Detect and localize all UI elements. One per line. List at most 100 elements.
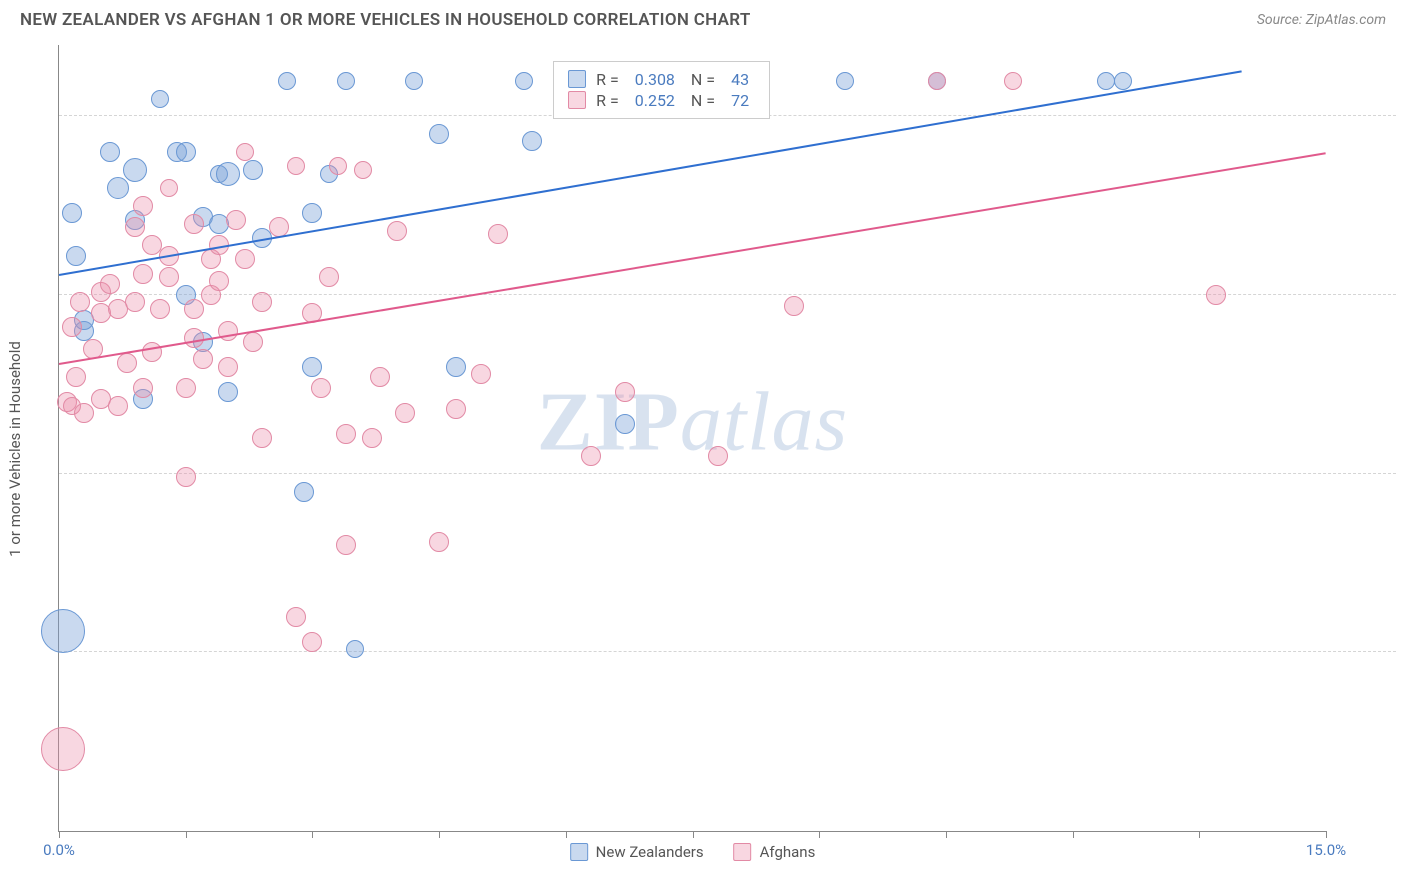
stat-n-value: 72 <box>731 91 749 110</box>
data-point <box>216 162 240 186</box>
chart-container: 1 or more Vehicles in Household ZIPatlas… <box>20 45 1396 852</box>
data-point <box>337 72 355 90</box>
legend: New Zealanders Afghans <box>570 843 816 861</box>
data-point <box>226 210 246 230</box>
legend-swatch <box>568 70 586 88</box>
data-point <box>1097 72 1115 90</box>
data-point <box>133 378 153 398</box>
data-point <box>615 382 635 402</box>
legend-item: Afghans <box>734 843 816 861</box>
data-point <box>708 446 728 466</box>
data-point <box>471 364 491 384</box>
data-point <box>387 221 407 241</box>
data-point <box>286 607 306 627</box>
legend-swatch <box>734 843 752 861</box>
data-point <box>243 332 263 352</box>
data-point <box>488 224 508 244</box>
x-tick <box>59 831 60 838</box>
data-point <box>522 131 542 151</box>
data-point <box>429 532 449 552</box>
data-point <box>62 203 82 223</box>
legend-swatch <box>568 91 586 109</box>
x-tick <box>312 831 313 838</box>
data-point <box>176 378 196 398</box>
stat-n-value: 43 <box>731 70 749 89</box>
stat-r-label: R = <box>596 70 619 89</box>
data-point <box>150 299 170 319</box>
data-point <box>252 292 272 312</box>
data-point <box>311 378 331 398</box>
data-point <box>133 196 153 216</box>
data-point <box>446 399 466 419</box>
data-point <box>193 349 213 369</box>
x-tick <box>566 831 567 838</box>
data-point <box>66 367 86 387</box>
data-point <box>287 157 305 175</box>
stat-r-label: R = <box>596 91 619 110</box>
gridline <box>59 473 1396 474</box>
stat-r-value: 0.252 <box>635 91 675 110</box>
data-point <box>100 274 120 294</box>
data-point <box>74 403 94 423</box>
data-point <box>515 72 533 90</box>
data-point <box>160 179 178 197</box>
chart-title: NEW ZEALANDER VS AFGHAN 1 OR MORE VEHICL… <box>20 10 751 30</box>
data-point <box>336 535 356 555</box>
data-point <box>928 72 946 90</box>
data-point <box>302 203 322 223</box>
legend-label: Afghans <box>760 843 816 861</box>
data-point <box>395 403 415 423</box>
data-point <box>184 214 204 234</box>
x-tick <box>819 831 820 838</box>
x-tick <box>1073 831 1074 838</box>
data-point <box>302 357 322 377</box>
x-tick <box>946 831 947 838</box>
data-point <box>302 632 322 652</box>
stat-n-label: N = <box>691 91 715 110</box>
data-point <box>362 428 382 448</box>
x-tick-label: 15.0% <box>1306 841 1346 859</box>
data-point <box>370 367 390 387</box>
legend-item: New Zealanders <box>570 843 704 861</box>
data-point <box>446 357 466 377</box>
data-point <box>125 292 145 312</box>
data-point <box>294 482 314 502</box>
data-point <box>319 267 339 287</box>
data-point <box>784 296 804 316</box>
data-point <box>218 357 238 377</box>
stats-row: R =0.308N =43 <box>568 70 755 89</box>
data-point <box>405 72 423 90</box>
data-point <box>236 143 254 161</box>
data-point <box>159 267 179 287</box>
stat-r-value: 0.308 <box>635 70 675 89</box>
gridline <box>59 651 1396 652</box>
legend-swatch <box>570 843 588 861</box>
data-point <box>1114 72 1132 90</box>
data-point <box>125 217 145 237</box>
data-point <box>615 414 635 434</box>
data-point <box>252 428 272 448</box>
data-point <box>70 292 90 312</box>
data-point <box>581 446 601 466</box>
x-tick <box>439 831 440 838</box>
x-tick-label: 0.0% <box>43 841 75 859</box>
data-point <box>354 161 372 179</box>
data-point <box>1004 72 1022 90</box>
data-point <box>278 72 296 90</box>
stats-row: R = 0.252 N = 72 <box>568 91 755 110</box>
data-point <box>346 640 364 658</box>
data-point <box>176 467 196 487</box>
data-point <box>117 353 137 373</box>
data-point <box>184 328 204 348</box>
data-point <box>151 90 169 108</box>
data-point <box>108 396 128 416</box>
data-point <box>133 264 153 284</box>
data-point <box>62 317 82 337</box>
data-point <box>107 177 129 199</box>
legend-label: New Zealanders <box>596 843 704 861</box>
data-point <box>336 424 356 444</box>
source-label: Source: ZipAtlas.com <box>1257 12 1386 28</box>
y-axis-title: 1 or more Vehicles in Household <box>6 341 24 557</box>
x-tick <box>693 831 694 838</box>
x-tick <box>1326 831 1327 838</box>
